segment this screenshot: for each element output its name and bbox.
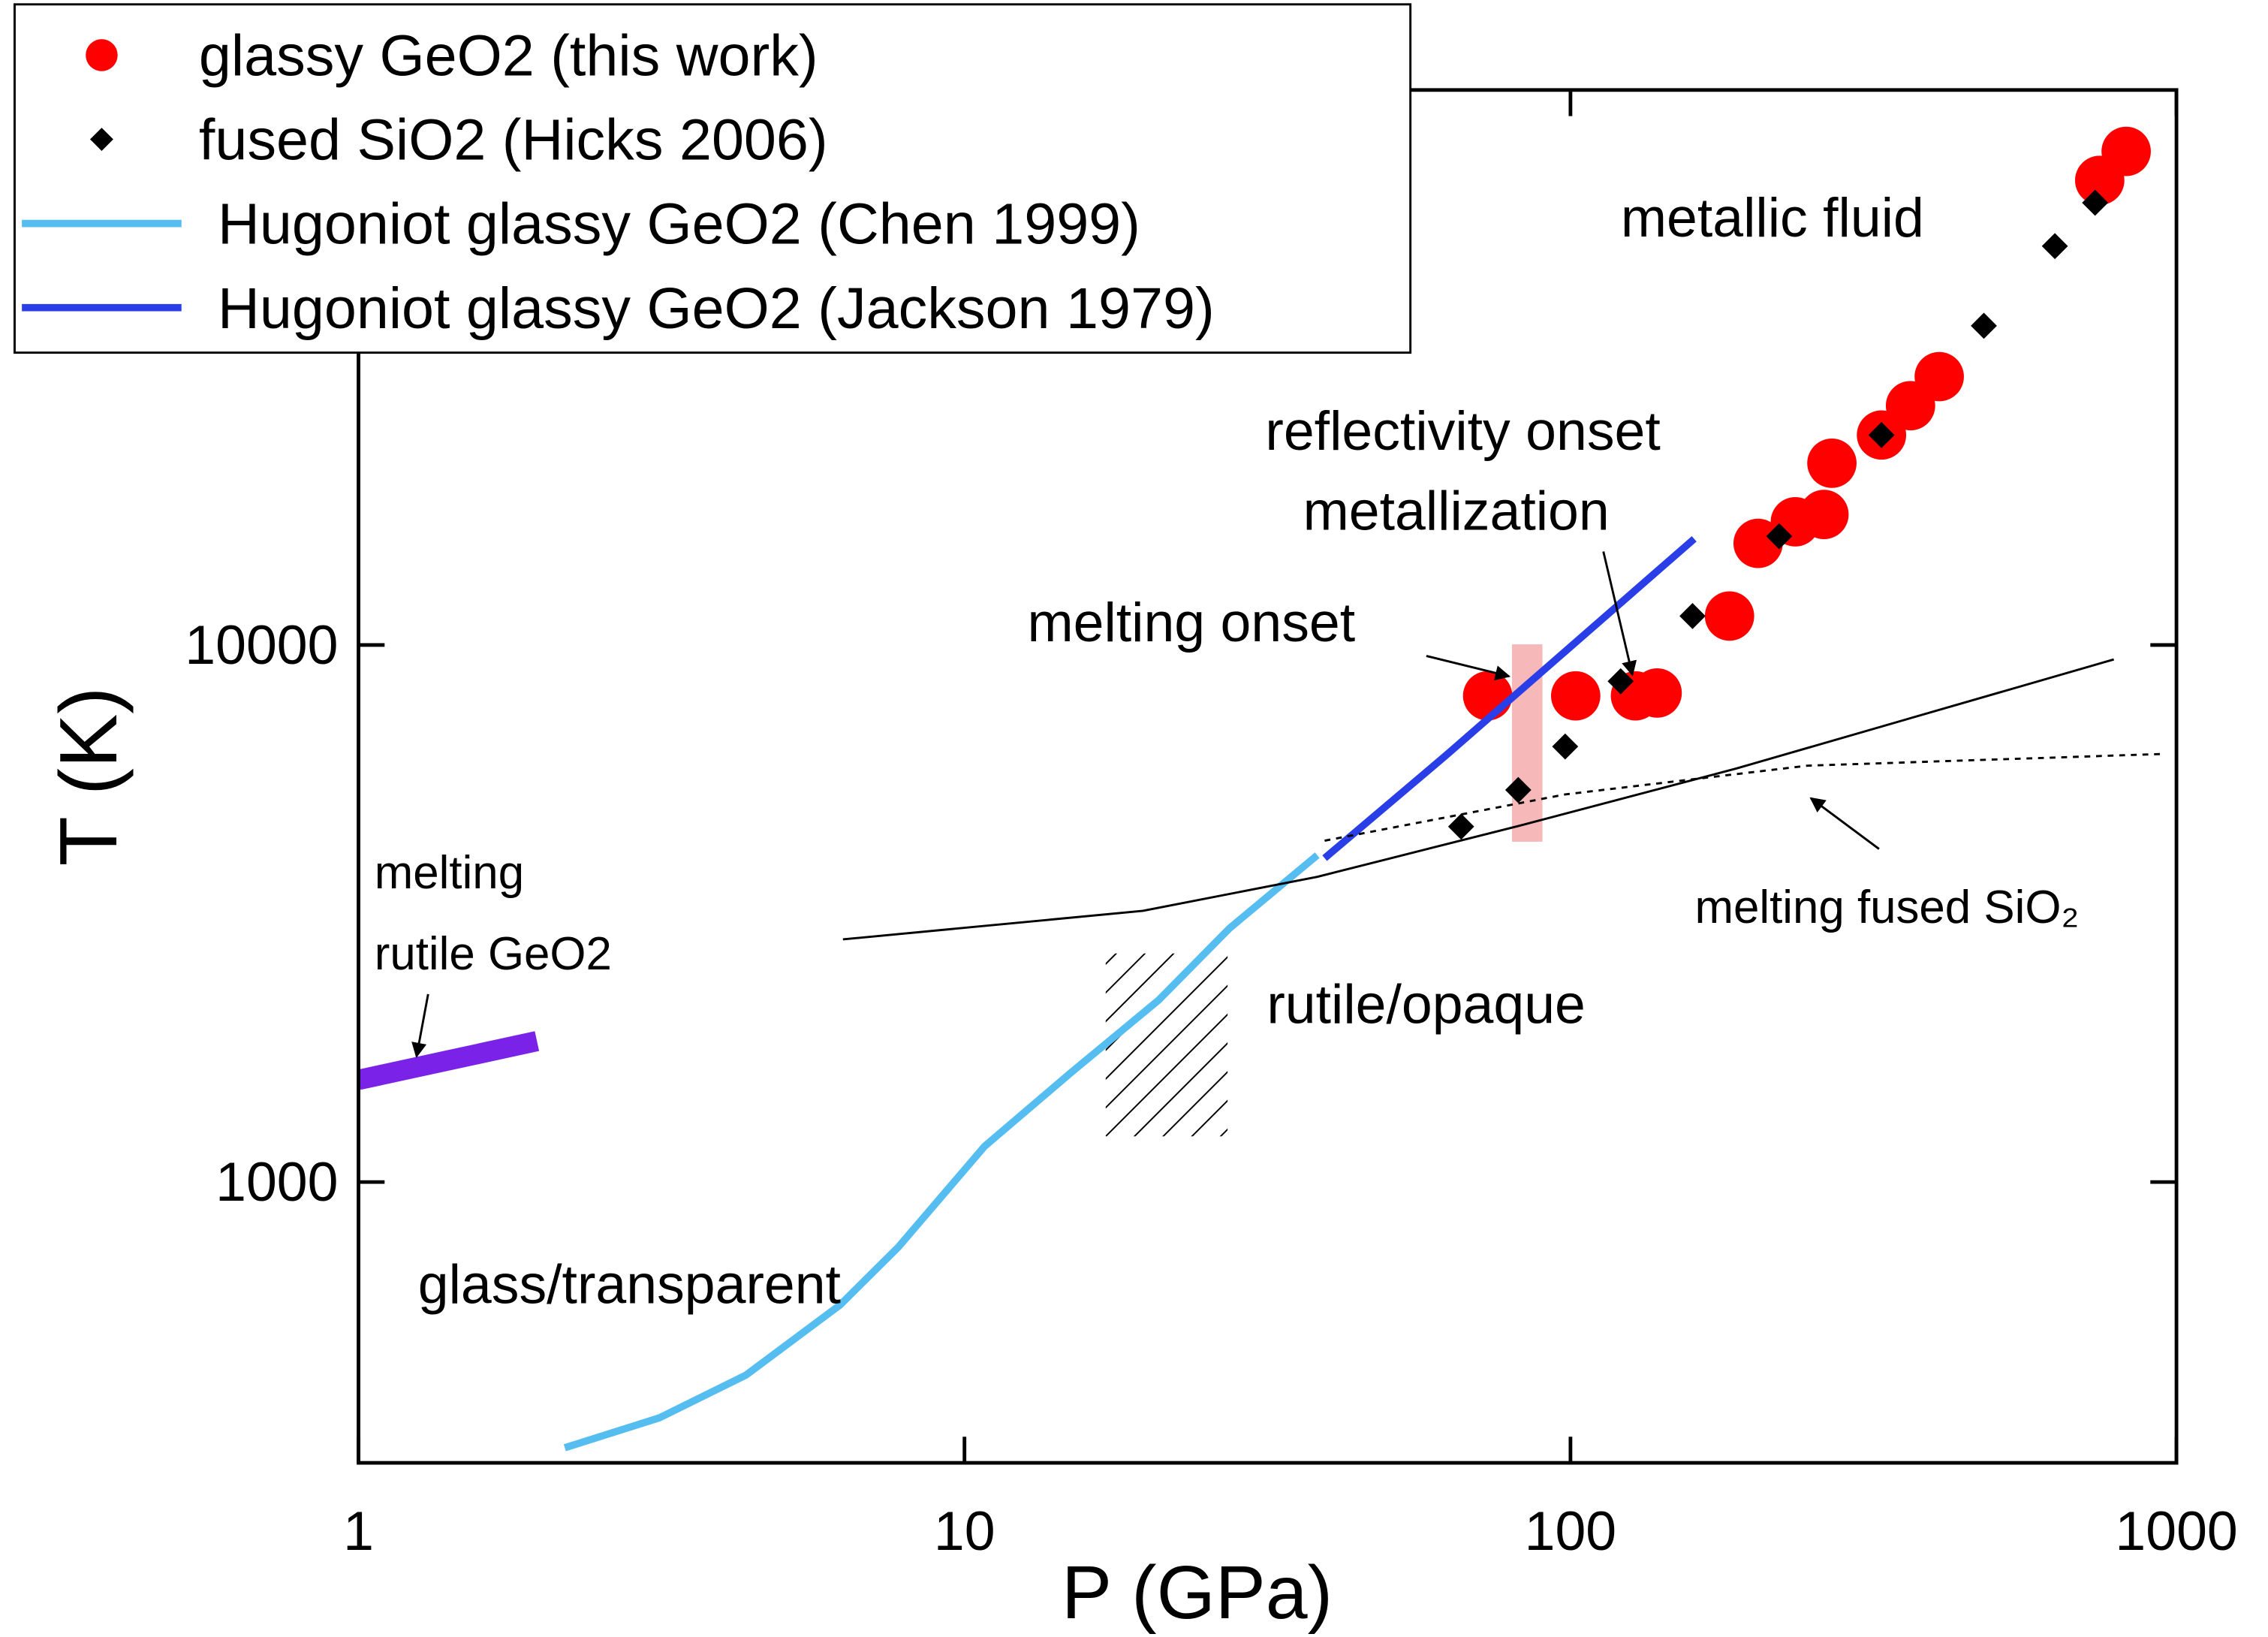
- legend: glassy GeO2 (this work) fused SiO2 (Hicks…: [14, 3, 1412, 354]
- legend-swatch: [89, 128, 113, 151]
- x-axis-label: P (GPa): [1062, 1551, 1333, 1635]
- series-line: [1324, 752, 2164, 842]
- point: [1914, 351, 1964, 402]
- annotation: melting onset: [1027, 592, 1355, 653]
- annotation: metallic fluid: [1621, 187, 1924, 249]
- point: [1552, 733, 1579, 760]
- y-tick-label: 10000: [185, 614, 338, 676]
- hatched-region: [1105, 953, 1228, 1137]
- arrow: [411, 993, 429, 1058]
- x-tick-label: 100: [1525, 1500, 1617, 1562]
- x-tick-label: 10: [934, 1500, 995, 1562]
- arrow: [1809, 797, 1880, 850]
- point: [1550, 671, 1601, 721]
- point: [1799, 490, 1849, 539]
- plot-area: [358, 126, 2164, 1452]
- point: [1447, 813, 1474, 840]
- annotation: rutile/opaque: [1267, 974, 1586, 1036]
- annotation: metallization: [1303, 480, 1610, 541]
- point: [2101, 126, 2151, 176]
- series-line: [563, 852, 1320, 1452]
- axes: 1 10 100 1000 1000 10000: [185, 89, 2238, 1562]
- point: [2041, 233, 2068, 260]
- legend-label: fused SiO2 (Hicks 2006): [199, 108, 828, 173]
- legend-label: Hugoniot glassy GeO2 (Chen 1999): [218, 192, 1140, 257]
- point: [1971, 312, 1997, 339]
- y-tick-label: 1000: [215, 1151, 338, 1213]
- point: [1704, 591, 1754, 641]
- annotation: melting: [375, 847, 524, 899]
- arrow: [1426, 655, 1511, 681]
- x-tick-label: 1: [343, 1500, 374, 1562]
- point: [1807, 439, 1857, 488]
- legend-box: [14, 3, 1412, 354]
- legend-label: glassy GeO2 (this work): [199, 23, 818, 88]
- annotation: rutile GeO2: [375, 928, 612, 980]
- annotation: glass/transparent: [418, 1253, 841, 1315]
- annotation: melting fused SiO₂: [1694, 882, 2079, 933]
- series-line: [358, 1031, 540, 1090]
- y-axis-label: T (K): [43, 687, 134, 866]
- legend-label: Hugoniot glassy GeO2 (Jackson 1979): [218, 276, 1215, 341]
- series-line: [842, 658, 2115, 941]
- series-line: [1322, 535, 1697, 861]
- point: [2082, 189, 2109, 216]
- legend-swatch: [86, 39, 118, 71]
- arrow: [1602, 551, 1637, 677]
- point: [1733, 518, 1783, 568]
- x-tick-label: 1000: [2115, 1500, 2237, 1562]
- annotation: reflectivity onset: [1265, 400, 1660, 462]
- point: [1462, 671, 1513, 721]
- point: [1679, 603, 1706, 629]
- point: [1632, 668, 1682, 718]
